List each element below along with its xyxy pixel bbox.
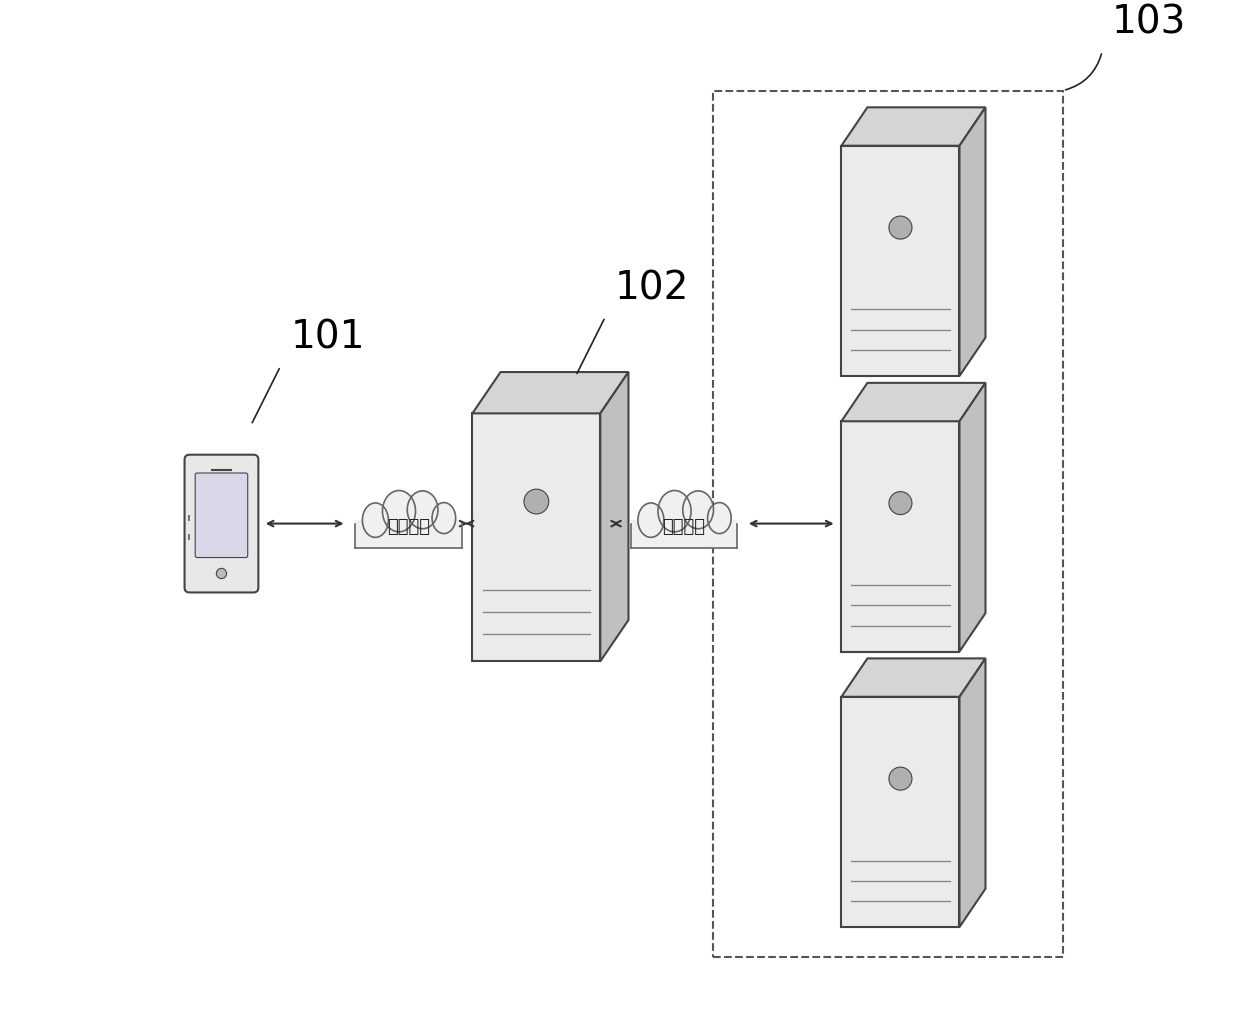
Bar [187,534,190,539]
Polygon shape [960,658,986,928]
Ellipse shape [382,490,415,532]
Bar [187,515,190,520]
Polygon shape [842,421,960,652]
Ellipse shape [658,490,691,532]
Polygon shape [842,145,960,376]
Ellipse shape [708,502,732,534]
Polygon shape [960,382,986,652]
Polygon shape [472,413,600,661]
Ellipse shape [407,491,438,529]
Polygon shape [842,658,986,697]
Circle shape [889,491,911,515]
Ellipse shape [362,503,388,537]
Ellipse shape [432,502,455,534]
Polygon shape [356,520,461,548]
Text: 101: 101 [290,318,365,356]
Text: 网络连接: 网络连接 [387,518,430,536]
Polygon shape [842,697,960,928]
Circle shape [525,489,549,514]
Bar [713,91,1063,957]
Circle shape [889,767,911,790]
Circle shape [889,216,911,239]
Ellipse shape [683,491,713,529]
Polygon shape [842,108,986,145]
Text: 网络连接: 网络连接 [662,518,706,536]
Polygon shape [472,372,629,413]
Polygon shape [631,520,737,548]
Text: 103: 103 [1112,3,1187,42]
Polygon shape [960,108,986,376]
FancyBboxPatch shape [185,455,258,593]
Text: 102: 102 [615,270,689,307]
Polygon shape [842,382,986,421]
Circle shape [216,569,227,579]
Polygon shape [600,372,629,661]
FancyBboxPatch shape [195,473,248,557]
Ellipse shape [637,503,663,537]
